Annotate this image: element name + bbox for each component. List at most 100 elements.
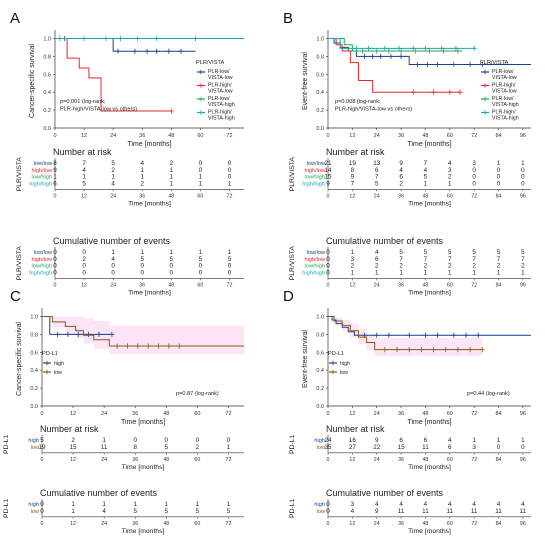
- legend: PD-L1 high low: [42, 351, 64, 376]
- table-cell: 3: [351, 501, 355, 508]
- legend-entry: PLR-high/: [492, 83, 516, 89]
- censor-mark: [86, 331, 92, 337]
- censor-mark: [176, 343, 182, 349]
- censor-mark: [386, 48, 392, 54]
- table-cell: 4: [448, 437, 452, 444]
- table-axis-label: PLR/VISTA: [289, 246, 296, 281]
- x-tick-label: 24: [101, 411, 107, 417]
- table-cell: 1: [102, 437, 106, 444]
- censor-mark: [115, 48, 121, 54]
- y-axis-label: Cancer-specific survival: [29, 44, 36, 118]
- table-x-tick-label: 24: [374, 457, 380, 463]
- confidence-band: [328, 316, 483, 356]
- table-x-tick-label: 12: [349, 193, 355, 199]
- table-cell: 5: [228, 256, 232, 263]
- legend-entry: PLR-high/: [492, 110, 516, 116]
- survival-curve: [42, 315, 244, 347]
- table-x-tick-label: 60: [197, 282, 203, 288]
- table-cell: 1: [351, 269, 355, 276]
- panel-label: A: [10, 10, 20, 27]
- censor-mark: [388, 53, 394, 59]
- table-x-tick-label: 0: [54, 282, 57, 288]
- table-cell: 11: [495, 508, 502, 515]
- table-cell: 0: [472, 180, 476, 187]
- confidence-band: [42, 316, 244, 355]
- survival-curve: [328, 37, 475, 49]
- table-row-label: low/high: [304, 264, 325, 270]
- table-x-tick-label: 72: [227, 193, 233, 199]
- table-cell: 5: [82, 180, 86, 187]
- table-row-label: low/high: [304, 175, 325, 181]
- legend: PLR/VISTAPLR-low/VISTA-lowPLR-high/VISTA…: [480, 60, 519, 122]
- censor-mark: [132, 48, 138, 54]
- table-cell: 13: [373, 160, 381, 167]
- x-tick-label: 12: [81, 133, 87, 139]
- table-x-tick-label: 60: [447, 193, 453, 199]
- table-cell: 1: [133, 501, 137, 508]
- table-cell: 2: [82, 256, 86, 263]
- legend-entry: PLR-high/: [208, 110, 232, 116]
- table-cell: 11: [398, 508, 405, 515]
- y-tick-label: 0.2: [316, 108, 324, 114]
- table-cell: 0: [82, 269, 86, 276]
- table-cell: 1: [228, 249, 232, 256]
- table-cell: 4: [351, 508, 355, 515]
- censor-mark: [439, 45, 445, 51]
- x-tick-label: 36: [398, 411, 404, 417]
- table-cell: 3: [448, 167, 452, 174]
- legend-title: PD-L1: [328, 351, 344, 357]
- table-x-axis-label: Time [months]: [128, 289, 171, 296]
- table-x-tick-label: 96: [520, 282, 526, 288]
- table-cell: 0: [196, 437, 200, 444]
- table-cell: 0: [199, 167, 203, 174]
- y-tick-label: 1.0: [316, 314, 324, 320]
- table-row-label: low/low: [34, 250, 53, 256]
- table-cell: 0: [140, 263, 144, 270]
- table-cell: 11: [447, 508, 454, 515]
- table-cell: 2: [424, 263, 428, 270]
- table-row-label: high/high: [29, 270, 52, 276]
- table-x-tick-label: 36: [132, 457, 138, 463]
- table-cell: 0: [497, 174, 501, 181]
- censor-mark: [398, 53, 404, 59]
- table-cell: 0: [497, 167, 501, 174]
- table-cell: 11: [422, 508, 429, 515]
- table-x-tick-label: 12: [349, 282, 355, 288]
- table-cell: 1: [472, 437, 476, 444]
- table-x-tick-label: 36: [398, 457, 404, 463]
- panel-label: C: [10, 288, 21, 305]
- table-x-tick-label: 0: [327, 521, 330, 527]
- table-cell: 1: [165, 501, 169, 508]
- table-cell: 2: [111, 167, 115, 174]
- table-cell: 0: [472, 174, 476, 181]
- p-value-text: PLR-high/VISTA-low vs others): [60, 107, 137, 113]
- legend-entry: VISTA-high: [208, 116, 235, 122]
- table-x-tick-label: 96: [520, 457, 526, 463]
- x-tick-label: 48: [422, 133, 428, 139]
- x-tick-label: 12: [349, 133, 355, 139]
- x-tick-label: 72: [226, 133, 232, 139]
- table-x-tick-label: 72: [471, 282, 477, 288]
- table-cell: 7: [497, 256, 501, 263]
- table-cell: 0: [228, 167, 232, 174]
- y-tick-label: 0.6: [43, 72, 51, 78]
- table-x-tick-label: 24: [101, 521, 107, 527]
- table-x-tick-label: 0: [327, 282, 330, 288]
- table-x-tick-label: 0: [327, 457, 330, 463]
- table-cell: 0: [227, 437, 231, 444]
- legend-entry: PLR-low/: [208, 96, 230, 102]
- table-cell: 8: [351, 167, 355, 174]
- y-axis-label: Event-free survival: [302, 330, 309, 388]
- table-cell: 2: [351, 263, 355, 270]
- x-tick-label: 84: [495, 411, 501, 417]
- censor-mark: [410, 89, 416, 95]
- legend-entry: PLR-low/: [492, 96, 514, 102]
- table-x-tick-label: 24: [374, 282, 380, 288]
- table-x-tick-label: 0: [41, 457, 44, 463]
- table-cell: 3: [472, 160, 476, 167]
- table-cell: 1: [102, 501, 106, 508]
- table-cell: 5: [111, 160, 115, 167]
- table-x-tick-label: 48: [168, 282, 174, 288]
- table-x-tick-label: 0: [54, 193, 57, 199]
